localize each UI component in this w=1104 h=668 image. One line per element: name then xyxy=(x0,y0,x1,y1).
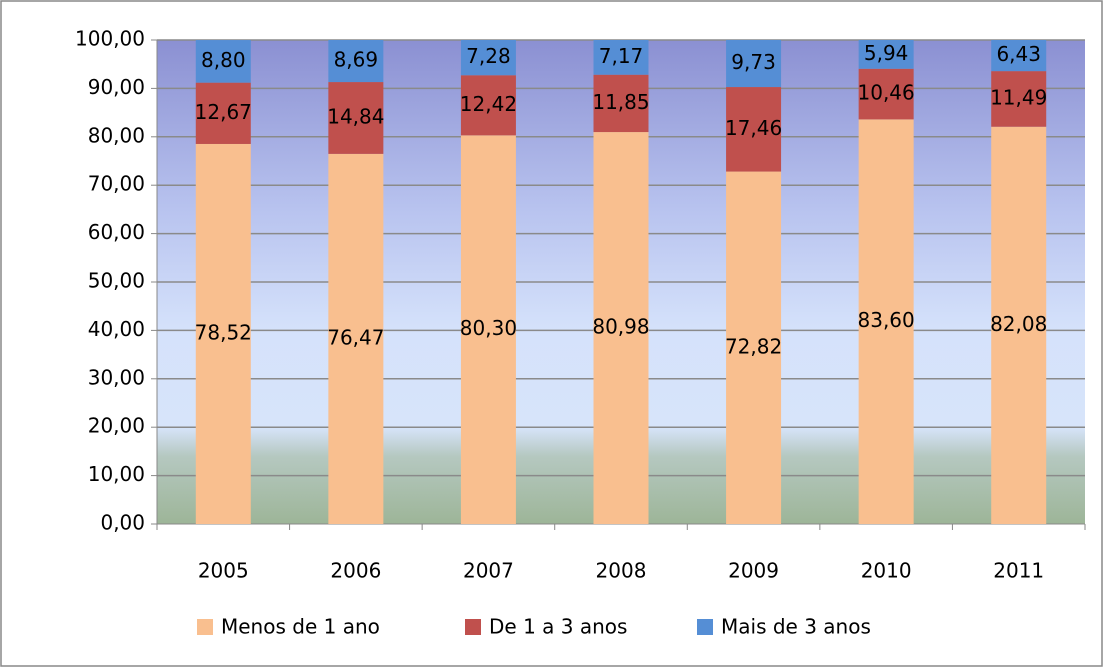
bar-segment xyxy=(858,68,914,120)
bar-segment xyxy=(726,87,782,172)
bar-segment xyxy=(195,82,251,144)
bar-segment xyxy=(593,40,649,75)
bar-segment xyxy=(460,40,516,76)
data-label: 12,42 xyxy=(460,92,517,116)
data-label: 9,73 xyxy=(731,50,776,74)
data-label: 7,28 xyxy=(466,44,511,68)
y-tick-label: 100,00 xyxy=(75,27,145,51)
data-label: 12,67 xyxy=(195,100,252,124)
data-label: 76,47 xyxy=(327,325,384,349)
bar-segment xyxy=(328,40,384,83)
data-label: 11,49 xyxy=(990,85,1047,109)
data-label: 14,84 xyxy=(327,104,384,128)
bar-segment xyxy=(726,171,782,524)
bar-segment xyxy=(726,39,782,88)
bar-segment xyxy=(593,132,649,524)
y-tick-label: 50,00 xyxy=(88,269,145,293)
y-tick-label: 0,00 xyxy=(100,511,145,535)
bar-segment xyxy=(593,74,649,133)
data-label: 11,85 xyxy=(592,90,649,114)
bar-segment xyxy=(460,135,516,524)
bar-segment xyxy=(858,119,914,524)
data-label: 82,08 xyxy=(990,312,1047,336)
legend-label: Mais de 3 anos xyxy=(721,615,871,639)
data-label: 6,43 xyxy=(996,42,1041,66)
data-label: 7,17 xyxy=(599,44,644,68)
bar-segment xyxy=(858,40,914,69)
y-tick-label: 40,00 xyxy=(88,317,145,341)
legend-swatch xyxy=(697,619,713,635)
bar-segment xyxy=(328,153,384,524)
x-tick-label: 2010 xyxy=(861,559,912,583)
legend-swatch xyxy=(465,619,481,635)
data-label: 78,52 xyxy=(195,320,252,344)
x-tick-label: 2007 xyxy=(463,559,514,583)
legend-swatch xyxy=(197,619,213,635)
y-tick-label: 10,00 xyxy=(88,462,145,486)
data-label: 10,46 xyxy=(858,81,915,105)
y-tick-label: 70,00 xyxy=(88,172,145,196)
bar-segment xyxy=(195,143,251,524)
bar-segment xyxy=(328,82,384,154)
x-tick-label: 2006 xyxy=(330,559,381,583)
x-tick-label: 2009 xyxy=(728,559,779,583)
y-tick-label: 60,00 xyxy=(88,220,145,244)
x-tick-label: 2005 xyxy=(198,559,249,583)
data-label: 72,82 xyxy=(725,334,782,358)
data-label: 17,46 xyxy=(725,116,782,140)
data-label: 8,80 xyxy=(201,48,246,72)
bar-segment xyxy=(195,40,251,83)
data-label: 80,30 xyxy=(460,316,517,340)
bar-segment xyxy=(460,75,516,136)
bar-segment xyxy=(991,40,1047,72)
bar-segment xyxy=(991,71,1047,127)
x-tick-label: 2011 xyxy=(993,559,1044,583)
y-tick-label: 20,00 xyxy=(88,414,145,438)
y-tick-label: 30,00 xyxy=(88,365,145,389)
data-label: 8,69 xyxy=(334,48,379,72)
legend-label: De 1 a 3 anos xyxy=(489,615,627,639)
x-tick-label: 2008 xyxy=(596,559,647,583)
data-label: 83,60 xyxy=(858,308,915,332)
y-tick-label: 90,00 xyxy=(88,75,145,99)
data-label: 80,98 xyxy=(592,315,649,339)
data-label: 5,94 xyxy=(864,41,909,65)
bar-segment xyxy=(991,126,1047,525)
legend-label: Menos de 1 ano xyxy=(221,615,380,639)
y-tick-label: 80,00 xyxy=(88,123,145,147)
